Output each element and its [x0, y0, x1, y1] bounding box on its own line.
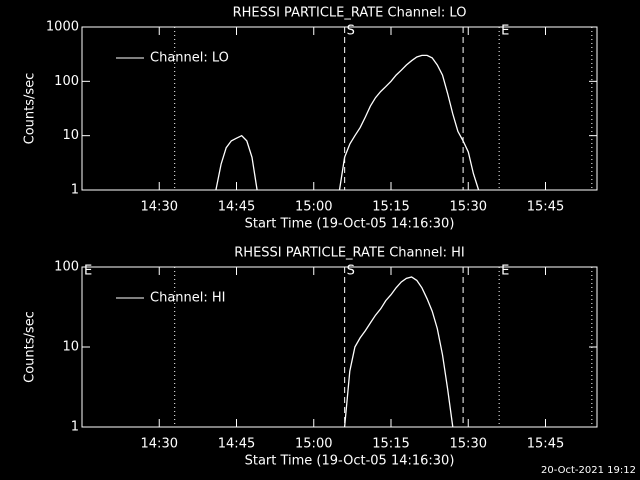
marker-label: E [84, 264, 92, 279]
legend-label: Channel: LO [150, 51, 229, 66]
x-axis-label: Start Time (19-Oct-05 14:16:30) [245, 217, 455, 232]
y-tick-label: 10 [62, 128, 79, 143]
timestamp: 20-Oct-2021 19:12 [541, 465, 636, 476]
x-tick-label: 14:45 [218, 437, 255, 452]
y-tick-label: 1000 [46, 20, 79, 35]
y-axis-label: Counts/sec [23, 311, 38, 383]
y-tick-label: 100 [54, 260, 79, 275]
y-axis-label: Counts/sec [23, 73, 38, 145]
marker-label: E [501, 264, 509, 279]
x-tick-label: 15:45 [527, 437, 564, 452]
data-line [343, 276, 454, 428]
y-tick-label: 100 [54, 74, 79, 89]
y-tick-label: 1 [71, 183, 79, 198]
x-tick-label: 15:45 [527, 200, 564, 215]
x-tick-label: 15:00 [295, 437, 332, 452]
legend-label: Channel: HI [150, 291, 226, 306]
x-tick-label: 15:30 [450, 437, 487, 452]
x-tick-label: 14:30 [141, 200, 178, 215]
x-tick-label: 14:45 [218, 200, 255, 215]
marker-label: S [347, 24, 355, 39]
y-tick-label: 10 [62, 340, 79, 355]
data-line [215, 54, 480, 191]
chart-title: RHESSI PARTICLE_RATE Channel: LO [233, 6, 467, 21]
x-axis-label: Start Time (19-Oct-05 14:16:30) [245, 454, 455, 469]
x-tick-label: 15:15 [372, 437, 409, 452]
x-tick-label: 14:30 [141, 437, 178, 452]
marker-label: E [501, 24, 509, 39]
y-tick-label: 1 [71, 420, 79, 435]
x-tick-label: 15:30 [450, 200, 487, 215]
x-tick-label: 15:15 [372, 200, 409, 215]
x-tick-label: 15:00 [295, 200, 332, 215]
chart-title: RHESSI PARTICLE_RATE Channel: HI [234, 246, 464, 261]
marker-label: S [347, 264, 355, 279]
